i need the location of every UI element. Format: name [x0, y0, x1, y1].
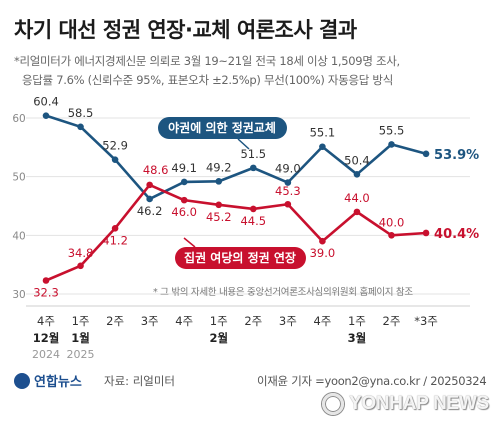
- survey-note: *리얼미터가 에너지경제신문 의뢰로 3월 19~21일 전국 18세 이상 1…: [14, 52, 494, 90]
- data-label: 58.5: [68, 106, 94, 120]
- data-point: [319, 237, 326, 245]
- data-label: 34.8: [68, 246, 94, 260]
- data-point: [180, 196, 188, 204]
- legend-label: 집권 여당의 정권 연장: [184, 250, 296, 265]
- data-label: 51.5: [240, 147, 266, 161]
- data-label: 49.1: [171, 161, 197, 175]
- credit-text: 이재윤 기자 =yoon2@yna.co.kr / 20250324: [257, 374, 487, 388]
- legend-label: 야권에 의한 정권교체: [168, 120, 276, 135]
- data-point: [353, 208, 361, 216]
- x-tick-label: 4주: [175, 314, 193, 328]
- data-label: 46.0: [171, 205, 197, 219]
- x-tick-label: 1주: [210, 314, 228, 328]
- data-label: 49.2: [206, 160, 232, 174]
- data-label: 41.2: [102, 233, 128, 247]
- x-tick-label: 4주: [313, 314, 331, 328]
- x-tick-label: 2주: [383, 314, 401, 328]
- series-line: [45, 183, 427, 282]
- data-label: 39.0: [310, 246, 336, 260]
- yonhap-logo-icon: [14, 372, 30, 389]
- x-tick-label: 2주: [106, 314, 124, 328]
- x-tick-label: 3주: [141, 314, 159, 328]
- watermark: YONHAP NEWS: [322, 393, 489, 415]
- last-value-label: 40.4%: [434, 227, 479, 242]
- data-point: [319, 143, 326, 151]
- data-label: 55.1: [310, 126, 336, 140]
- x-tick-label: 1주: [348, 314, 366, 328]
- yonhap-logo: 연합뉴스: [14, 371, 82, 390]
- series-line: [45, 114, 427, 201]
- watermark-logo-icon: [322, 393, 344, 415]
- data-point: [77, 262, 84, 270]
- survey-note-line1: *리얼미터가 에너지경제신문 의뢰로 3월 19~21일 전국 18세 이상 1…: [14, 54, 400, 68]
- data-point: [111, 156, 119, 163]
- survey-note-line2: 응답률 7.6% (신뢰수준 95%, 표본오차 ±2.5%p) 무선(100%…: [22, 73, 393, 87]
- x-month-label: 2월: [209, 331, 228, 345]
- y-tick-label: 60: [12, 113, 25, 125]
- x-tick-label: 2주: [244, 314, 262, 328]
- data-label: 44.0: [344, 191, 370, 205]
- watermark-text: YONHAP NEWS: [349, 393, 489, 414]
- data-label: 32.3: [33, 286, 59, 300]
- x-tick-label: 4주: [37, 314, 55, 328]
- data-label: 55.5: [379, 123, 405, 137]
- y-tick-label: 40: [12, 230, 25, 242]
- legend-pointer: [183, 237, 196, 248]
- x-year-label: 2024: [32, 348, 60, 361]
- data-label: 45.3: [275, 184, 301, 198]
- data-label: 50.4: [344, 153, 370, 167]
- x-month-label: 1월: [71, 331, 90, 345]
- chart-title: 차기 대선 정권 연장·교체 여론조사 결과: [14, 18, 357, 42]
- chart-annotation: * 그 밖의 자세한 내용은 중앙선거여론조사심의위원회 홈페이지 참조: [153, 286, 413, 298]
- data-point: [422, 229, 430, 237]
- data-label: 44.5: [240, 214, 266, 228]
- data-point: [422, 150, 430, 158]
- x-month-label: 12월: [33, 331, 60, 345]
- y-tick-label: 50: [12, 172, 25, 184]
- data-point: [388, 232, 395, 239]
- x-tick-label: 1주: [72, 314, 90, 328]
- data-point: [42, 277, 50, 284]
- data-point: [388, 141, 395, 148]
- yonhap-logo-text: 연합뉴스: [34, 375, 82, 390]
- legend-box: [158, 117, 287, 139]
- x-tick-label: 3주: [279, 314, 297, 328]
- data-label: 40.0: [379, 215, 405, 229]
- data-point: [250, 164, 257, 172]
- last-value-label: 53.9%: [434, 148, 479, 163]
- data-label: 46.2: [137, 204, 163, 218]
- data-point: [42, 112, 50, 119]
- legend-box: [175, 247, 306, 269]
- data-point: [111, 224, 119, 232]
- data-point: [77, 123, 84, 131]
- data-point: [284, 179, 292, 186]
- source-text: 자료: 리얼미터: [104, 374, 176, 388]
- data-point: [215, 201, 223, 209]
- data-label: 60.4: [33, 95, 59, 109]
- x-year-label: 2025: [67, 348, 95, 361]
- y-tick-label: 30: [12, 289, 25, 301]
- data-point: [215, 178, 223, 185]
- data-point: [180, 178, 188, 186]
- legend-pointer: [237, 138, 250, 150]
- data-label: 45.2: [206, 210, 232, 224]
- data-label: 52.9: [102, 139, 128, 153]
- data-point: [284, 200, 292, 208]
- x-month-label: 3월: [348, 331, 367, 345]
- data-point: [353, 171, 361, 178]
- x-tick-label: *3주: [414, 314, 438, 328]
- data-label: 48.6: [143, 163, 169, 177]
- data-label: 49.0: [275, 162, 301, 176]
- data-point: [146, 181, 153, 189]
- data-point: [250, 205, 257, 213]
- data-point: [146, 195, 153, 203]
